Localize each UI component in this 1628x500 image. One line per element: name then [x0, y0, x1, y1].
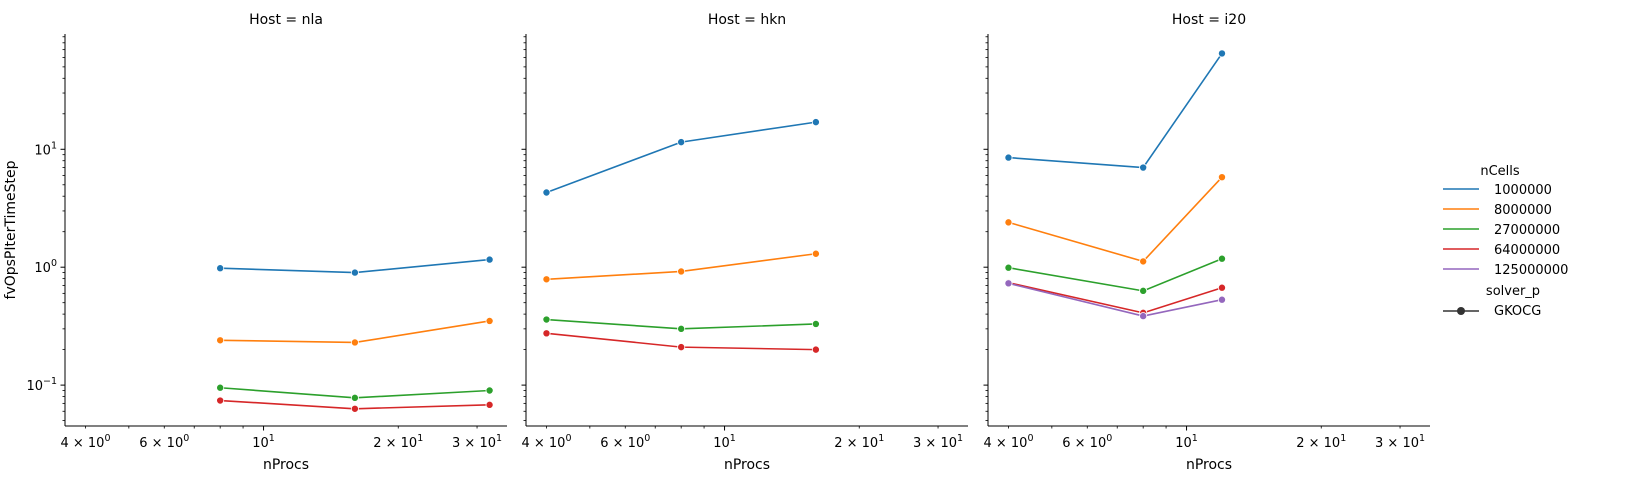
data-point-8000000	[542, 275, 551, 284]
panel-0: Host = nla 10−1 100 101 4 × 100 6 × 100 101 2 ×…	[26, 12, 507, 473]
data-point-27000000	[1217, 254, 1226, 263]
x-tick-label: 2 × 101	[834, 433, 884, 451]
x-axis-label: nProcs	[1186, 457, 1232, 473]
series-line-8000000	[1008, 176, 1223, 263]
x-tick-label: 4 × 100	[60, 433, 110, 451]
data-point-1000000	[542, 188, 551, 197]
x-tick-label: 6 × 100	[139, 433, 189, 451]
data-point-27000000	[542, 315, 551, 324]
x-tick-label: 6 × 100	[600, 433, 650, 451]
x-tick-label: 3 × 101	[1375, 433, 1425, 451]
data-point-1000000	[811, 118, 820, 127]
data-point-8000000	[1217, 173, 1226, 182]
data-point-8000000	[216, 336, 225, 345]
panel-title: Host = nla	[249, 12, 323, 28]
x-tick-label: 2 × 101	[373, 433, 423, 451]
panel-1: Host = hkn 4 × 100 6 × 100 101 2 × 101 3 × 10…	[521, 12, 968, 473]
x-tick-label: 6 × 100	[1062, 433, 1112, 451]
data-point-27000000	[677, 324, 686, 333]
y-tick-label: 101	[34, 140, 57, 158]
data-point-8000000	[350, 338, 359, 347]
series-line-64000000	[1008, 281, 1223, 314]
data-point-64000000	[350, 404, 359, 413]
x-tick-label: 4 × 100	[983, 433, 1033, 451]
data-point-27000000	[485, 386, 494, 395]
data-point-64000000	[216, 396, 225, 405]
data-point-8000000	[485, 316, 494, 325]
data-point-125000000	[1004, 279, 1013, 288]
data-point-1000000	[1217, 49, 1226, 58]
data-point-64000000	[677, 343, 686, 352]
data-point-64000000	[811, 345, 820, 354]
x-tick-label: 3 × 101	[452, 433, 502, 451]
data-point-64000000	[485, 400, 494, 409]
y-tick-label: 10−1	[26, 376, 57, 394]
x-tick-label: 101	[713, 433, 736, 451]
data-point-8000000	[1139, 257, 1148, 266]
y-tick-label: 100	[34, 258, 57, 276]
legend-entry: 64000000	[1494, 243, 1560, 258]
data-point-27000000	[1139, 286, 1148, 295]
data-point-8000000	[677, 267, 686, 276]
data-point-1000000	[216, 264, 225, 273]
data-point-27000000	[811, 319, 820, 328]
x-axis-label: nProcs	[724, 457, 770, 473]
data-point-1000000	[350, 268, 359, 277]
series-line-1000000	[546, 121, 816, 194]
x-tick-label: 3 × 101	[913, 433, 963, 451]
series-line-27000000	[1008, 257, 1223, 292]
y-axis-label: fvOpsPIterTimeStep	[3, 160, 19, 299]
data-point-1000000	[485, 255, 494, 264]
x-tick-label: 101	[252, 433, 275, 451]
x-axis-label: nProcs	[263, 457, 309, 473]
legend-style-swatch-marker	[1457, 307, 1465, 315]
data-point-8000000	[811, 249, 820, 258]
data-point-27000000	[1004, 263, 1013, 272]
legend-title: nCells	[1480, 164, 1520, 179]
data-point-1000000	[677, 138, 686, 147]
data-point-1000000	[1004, 153, 1013, 162]
panel-title: Host = hkn	[708, 12, 786, 28]
legend-entry: 1000000	[1494, 183, 1552, 198]
panel-2: Host = i20 4 × 100 6 × 100 101 2 × 101 3 × 10…	[983, 12, 1430, 473]
data-point-125000000	[1139, 312, 1148, 321]
data-point-8000000	[1004, 218, 1013, 227]
legend-style-title: solver_p	[1486, 284, 1540, 299]
data-point-27000000	[216, 383, 225, 392]
series-line-1000000	[1008, 52, 1223, 169]
data-point-1000000	[1139, 163, 1148, 172]
x-tick-label: 4 × 100	[521, 433, 571, 451]
data-point-64000000	[542, 329, 551, 338]
legend-style-entry: GKOCG	[1494, 304, 1541, 319]
data-point-125000000	[1217, 295, 1226, 304]
x-tick-label: 101	[1175, 433, 1198, 451]
data-point-27000000	[350, 393, 359, 402]
data-point-64000000	[1217, 283, 1226, 292]
legend-entry: 125000000	[1494, 263, 1568, 278]
legend-entry: 27000000	[1494, 223, 1560, 238]
x-tick-label: 2 × 101	[1296, 433, 1346, 451]
panel-title: Host = i20	[1172, 12, 1246, 28]
legend: nCells 1000000 8000000 27000000 64000000 1250…	[1443, 164, 1568, 319]
series-line-125000000	[1008, 282, 1223, 317]
legend-entry: 8000000	[1494, 203, 1552, 218]
